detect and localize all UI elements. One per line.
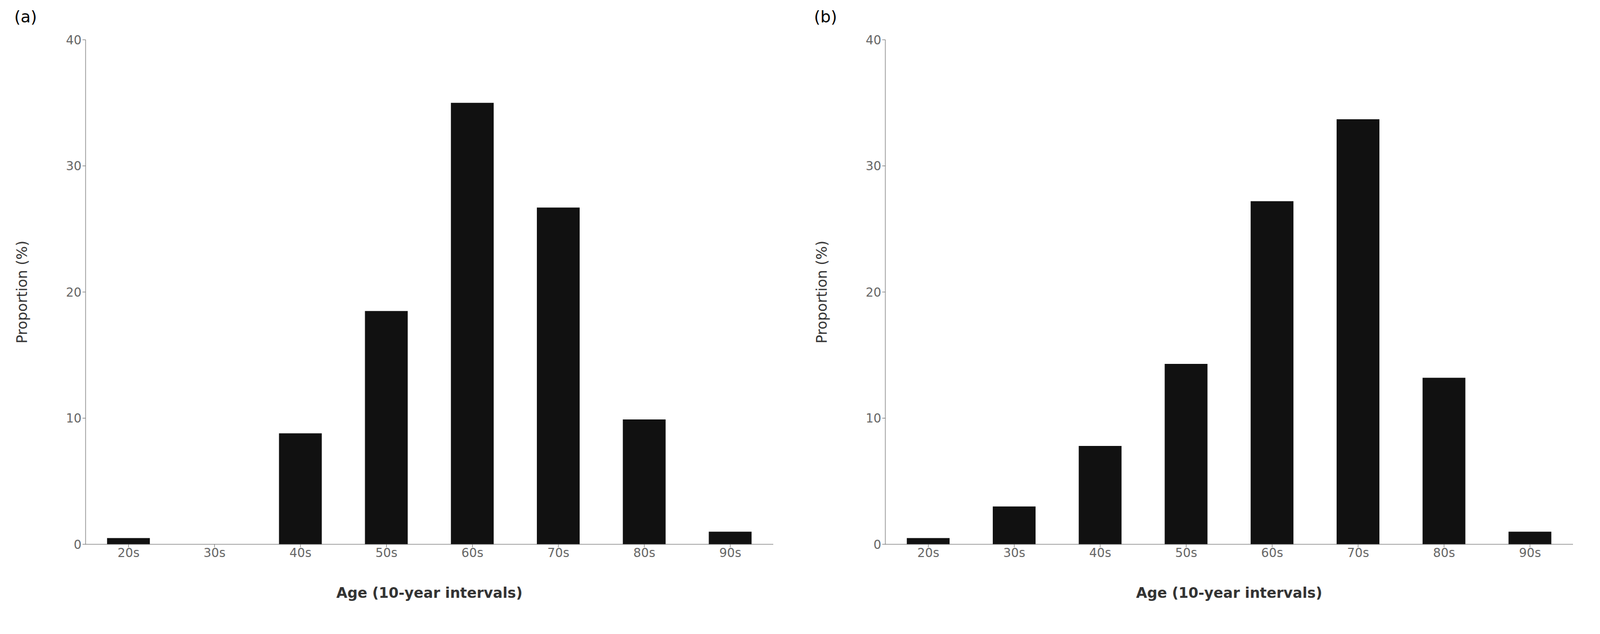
svg-text:30: 30 xyxy=(65,158,82,174)
html-text:(a): (a) xyxy=(14,7,37,27)
svg-text:20: 20 xyxy=(65,285,82,300)
svg-text:20s: 20s xyxy=(117,545,140,560)
svg-text:30s: 30s xyxy=(203,545,226,560)
svg-text:Age (10-year intervals): Age (10-year intervals) xyxy=(1135,584,1322,602)
svg-text:20: 20 xyxy=(865,285,882,300)
svg-text:0: 0 xyxy=(873,537,882,552)
svg-text:40s: 40s xyxy=(1089,545,1111,560)
svg-text:30s: 30s xyxy=(1003,545,1026,560)
svg-text:10: 10 xyxy=(865,411,882,426)
svg-text:40: 40 xyxy=(65,33,82,48)
svg-text:90s: 90s xyxy=(1519,545,1541,560)
svg-text:50s: 50s xyxy=(375,545,398,560)
svg-text:50s: 50s xyxy=(1175,545,1198,560)
svg-text:30: 30 xyxy=(865,158,882,174)
svg-text:70s: 70s xyxy=(547,545,570,560)
svg-text:40s: 40s xyxy=(289,545,312,560)
svg-text:Age (10-year intervals): Age (10-year intervals) xyxy=(336,584,523,602)
svg-text:90s: 90s xyxy=(719,545,742,560)
svg-text:10: 10 xyxy=(65,411,82,426)
svg-text:80s: 80s xyxy=(633,545,656,560)
svg-text:40: 40 xyxy=(865,33,882,48)
svg-text:Proportion (%): Proportion (%) xyxy=(13,240,31,344)
svg-text:60s: 60s xyxy=(461,545,484,560)
svg-text:70s: 70s xyxy=(1347,545,1370,560)
svg-text:0: 0 xyxy=(73,537,82,552)
svg-text:80s: 80s xyxy=(1432,545,1455,560)
svg-text:Proportion (%): Proportion (%) xyxy=(813,240,831,344)
svg-text:20s: 20s xyxy=(917,545,940,560)
html-text:(b): (b) xyxy=(814,7,838,27)
svg-text:60s: 60s xyxy=(1261,545,1284,560)
